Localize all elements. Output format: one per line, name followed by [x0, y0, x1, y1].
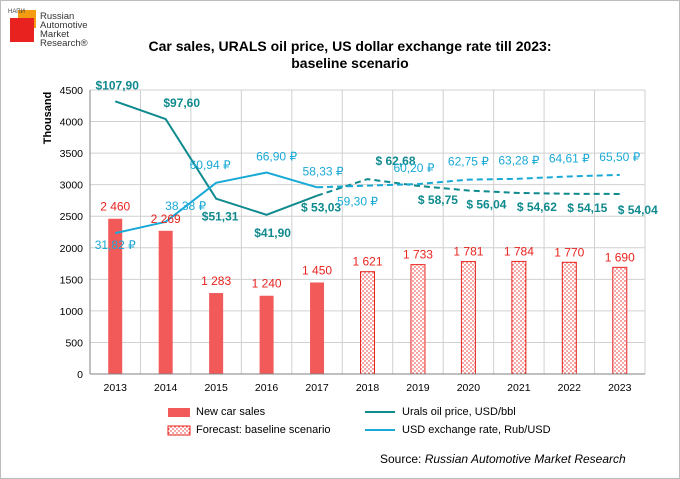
- bar-value-label: 1 690: [605, 250, 635, 264]
- bar-forecast: [360, 271, 375, 375]
- logo-line: Research®: [40, 38, 88, 49]
- legend-swatch-forecast: [167, 425, 191, 436]
- bar-value-label: 2 460: [100, 200, 130, 214]
- bar-value-label: 1 784: [504, 244, 534, 258]
- usd-rate-line-forecast: [317, 173, 620, 189]
- oil-price-label: $ 58,75: [418, 193, 458, 207]
- usd-rate-label: 62,75 ₽: [448, 155, 489, 169]
- usd-rate-label: 59,30 ₽: [337, 195, 378, 209]
- y-tick-label: 4500: [60, 85, 84, 97]
- usd-rate-label: 38,38 ₽: [165, 199, 206, 213]
- oil-price-label: $41,90: [254, 226, 291, 240]
- y-tick-label: 3000: [60, 180, 84, 192]
- source-prefix: Source:: [380, 452, 422, 466]
- oil-price-line-actual: [114, 100, 318, 216]
- y-tick-label: 4000: [60, 117, 84, 129]
- legend-swatch-new-car-sales: [168, 408, 190, 417]
- bar-forecast: [410, 264, 426, 375]
- x-tick-label: 2016: [255, 382, 279, 394]
- usd-rate-label: 63,28 ₽: [498, 154, 539, 168]
- oil-price-label: $ 62,68: [375, 154, 415, 168]
- x-tick-label: 2013: [104, 382, 128, 394]
- source-note: Source: Russian Automotive Market Resear…: [380, 452, 626, 466]
- y-tick-label: 3500: [60, 148, 84, 160]
- x-tick-label: 2021: [507, 382, 531, 394]
- oil-price-label: $107,90: [96, 78, 140, 92]
- bar-new-car-sales: [108, 218, 123, 374]
- bar-value-label: 1 781: [453, 245, 483, 259]
- x-tick-label: 2014: [154, 382, 178, 394]
- usd-rate-label: 60,94 ₽: [190, 158, 231, 172]
- logo: НАПИ Russian Automotive Market Research®: [6, 6, 126, 66]
- x-tick-label: 2022: [558, 382, 582, 394]
- x-tick-label: 2020: [457, 382, 481, 394]
- bar-value-label: 1 621: [352, 255, 382, 269]
- bar-new-car-sales: [259, 295, 274, 374]
- logo-line: Market: [40, 29, 70, 40]
- bar-new-car-sales: [209, 293, 224, 374]
- oil-price-label: $97,60: [163, 96, 200, 110]
- oil-price-label: $ 54,04: [618, 203, 658, 217]
- chart-title-line1: Car sales, URALS oil price, US dollar ex…: [148, 38, 552, 54]
- legend-label-usd: USD exchange rate, Rub/USD: [402, 424, 551, 436]
- bar-new-car-sales: [158, 230, 173, 374]
- chart-title-line2: baseline scenario: [291, 55, 409, 71]
- y-tick-label: 2500: [60, 211, 84, 223]
- logo-red-square: [10, 18, 34, 42]
- y-axis-label: Thousand: [42, 92, 54, 145]
- bar-value-label: 1 283: [201, 274, 231, 288]
- legend-label-forecast: Forecast: baseline scenario: [196, 424, 331, 436]
- x-tick-label: 2018: [356, 382, 380, 394]
- usd-rate-label: 64,61 ₽: [549, 151, 590, 165]
- logo-text: Russian Automotive Market Research®: [40, 11, 88, 49]
- logo-line: Automotive: [40, 20, 88, 31]
- y-tick-label: 0: [77, 369, 83, 381]
- x-tick-label: 2017: [305, 382, 329, 394]
- legend-label-new-car-sales: New car sales: [196, 406, 266, 418]
- oil-price-label: $ 54,62: [517, 200, 557, 214]
- oil-price-line-forecast: [316, 178, 620, 197]
- bar-new-car-sales: [310, 282, 325, 374]
- bar-value-label: 2 269: [151, 212, 181, 226]
- usd-rate-label: 58,33 ₽: [303, 164, 344, 178]
- usd-rate-label: 60,20 ₽: [393, 161, 434, 175]
- bar-forecast: [511, 260, 527, 375]
- oil-price-label: $ 53,03: [301, 201, 341, 215]
- x-tick-label: 2023: [608, 382, 632, 394]
- y-tick-label: 500: [65, 337, 83, 349]
- bar-forecast: [561, 261, 577, 375]
- usd-rate-label: 65,50 ₽: [599, 150, 640, 164]
- source-name: Russian Automotive Market Research: [424, 452, 626, 466]
- x-tick-label: 2019: [406, 382, 430, 394]
- y-tick-label: 2000: [60, 243, 84, 255]
- chart-title: Car sales, URALS oil price, US dollar ex…: [130, 38, 570, 72]
- oil-price-label: $ 56,04: [466, 198, 506, 212]
- logo-line: Russian: [40, 11, 75, 22]
- oil-price-label: $51,31: [202, 210, 239, 224]
- logo-small-text: НАПИ: [8, 9, 25, 15]
- bar-value-label: 1 240: [252, 277, 282, 291]
- bar-value-label: 1 770: [554, 245, 584, 259]
- y-tick-label: 1500: [60, 274, 84, 286]
- usd-rate-line-actual: [115, 171, 318, 235]
- y-tick-label: 1000: [60, 306, 84, 318]
- legend-label-oil: Urals oil price, USD/bbl: [402, 406, 516, 418]
- x-tick-label: 2015: [204, 382, 228, 394]
- bar-value-label: 1 450: [302, 263, 332, 277]
- bar-forecast: [460, 261, 476, 375]
- bar-forecast: [612, 266, 628, 375]
- oil-price-label: $ 54,15: [567, 201, 607, 215]
- bar-value-label: 1 733: [403, 248, 433, 262]
- usd-rate-label: 66,90 ₽: [256, 149, 297, 163]
- usd-rate-label: 31,82 ₽: [95, 238, 136, 252]
